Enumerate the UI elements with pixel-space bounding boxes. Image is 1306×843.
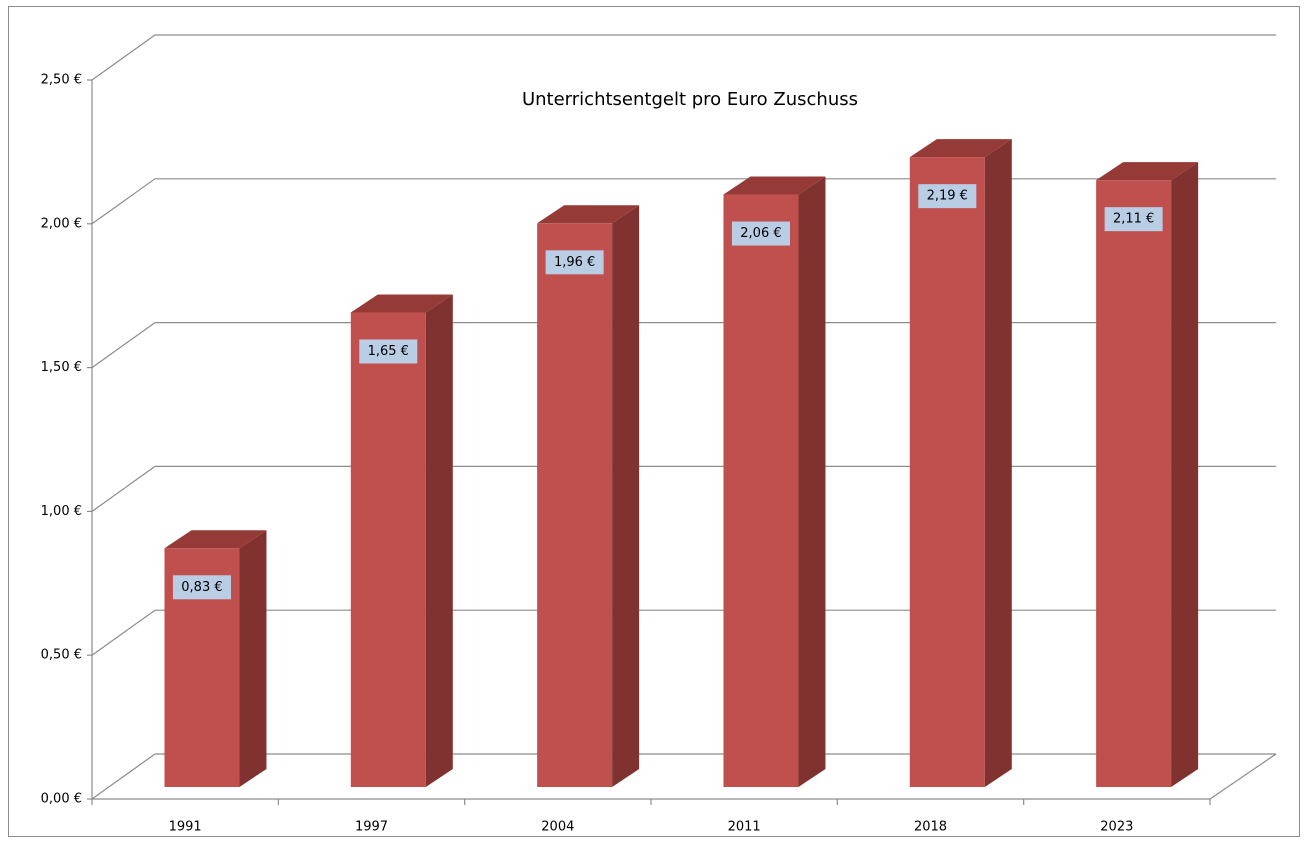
bar-top — [537, 205, 640, 224]
bar-top — [350, 294, 453, 313]
y-tick-label: 1,00 € — [41, 504, 82, 519]
grid-line — [91, 34, 1276, 81]
value-label-box — [731, 221, 790, 246]
value-label: 2,11 € — [1113, 212, 1154, 227]
value-label-box — [172, 575, 231, 600]
value-label: 0,83 € — [181, 580, 222, 595]
y-tick-label: 2,00 € — [41, 216, 82, 231]
value-label: 2,06 € — [740, 226, 781, 241]
grid-line — [91, 322, 1276, 369]
grid-line — [91, 609, 1276, 656]
y-tick-label: 0,50 € — [41, 648, 82, 663]
bar-front — [350, 312, 426, 787]
bar-top — [1096, 162, 1199, 181]
bar-top — [909, 139, 1012, 158]
y-tick-label: 1,50 € — [41, 360, 82, 375]
value-label: 1,96 € — [554, 255, 595, 270]
bar-front — [909, 157, 985, 787]
x-tick-label: 2011 — [728, 820, 761, 835]
x-tick-label: 2018 — [914, 820, 947, 835]
x-tick-label: 1997 — [355, 820, 388, 835]
bar-top — [164, 530, 267, 549]
chart-title: Unterrichtsentgelt pro Euro Zuschuss — [522, 89, 858, 110]
bar-side — [984, 139, 1012, 787]
bar-front — [1096, 180, 1172, 787]
value-label-box — [359, 339, 418, 364]
value-label-box — [918, 184, 977, 209]
grid-line — [91, 178, 1276, 225]
value-label: 2,19 € — [927, 189, 968, 204]
bar-top — [723, 176, 826, 195]
bar-front — [537, 223, 613, 787]
bar-side — [798, 176, 826, 787]
value-label: 1,65 € — [368, 344, 409, 359]
bar-side — [239, 530, 267, 787]
grid-line — [91, 465, 1276, 512]
x-tick-label: 1991 — [169, 820, 202, 835]
value-label-box — [545, 250, 604, 275]
bar-side — [612, 205, 640, 787]
bar-front — [723, 194, 799, 787]
grid-line — [91, 753, 1276, 800]
x-tick-label: 2023 — [1100, 820, 1133, 835]
chart-border — [8, 6, 1300, 837]
bar-side — [425, 294, 453, 787]
y-tick-label: 2,50 € — [41, 73, 82, 88]
value-label-box — [1104, 207, 1163, 232]
y-tick-label: 0,00 € — [41, 792, 82, 807]
bar-side — [1171, 162, 1199, 787]
x-tick-label: 2004 — [541, 820, 574, 835]
